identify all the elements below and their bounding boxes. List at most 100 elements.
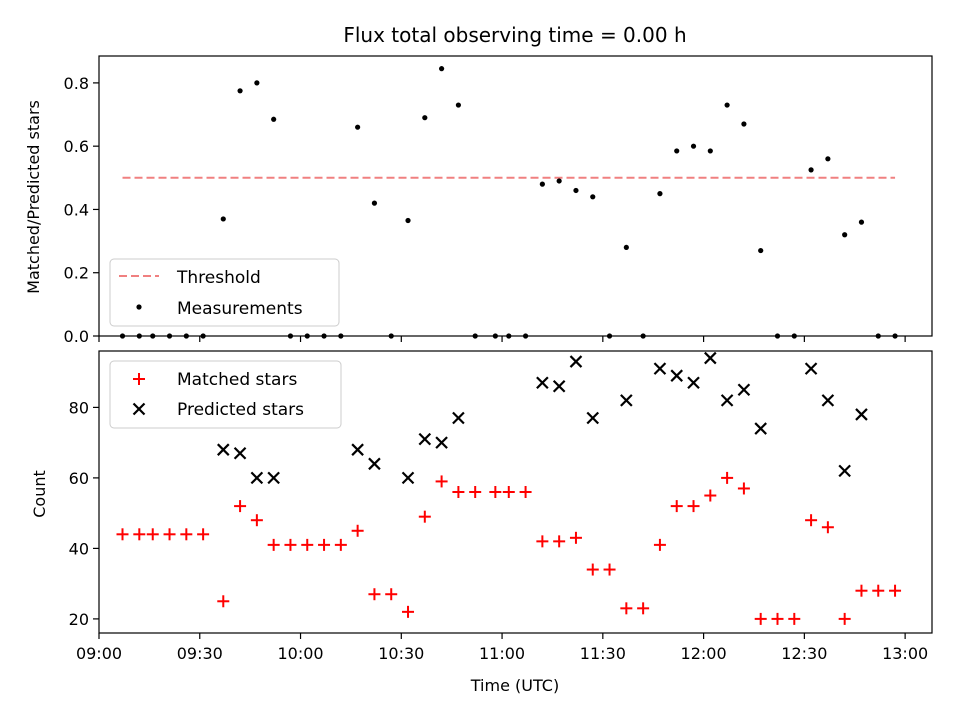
- x-stroke-b: [670, 369, 684, 382]
- x-tick-label: 11:00: [479, 644, 525, 663]
- predicted-stars-point: [754, 422, 767, 435]
- top-panel: 0.0 0.2 0.4 0.6 0.8 Threshold Measurements: [64, 55, 933, 346]
- axes-frame: [98, 55, 933, 337]
- legend-measurements-label: Measurements: [177, 299, 303, 319]
- bottom-panel: 20 40 60 80 09:00 09:30 10:00 10:30 11:00 11:30 12…: [69, 350, 933, 663]
- matched-stars-point: [737, 482, 750, 495]
- top-legend: Threshold Measurements: [109, 258, 340, 327]
- x-stroke-b: [351, 443, 364, 456]
- matched-stars-point: [519, 486, 532, 498]
- x-stroke-b: [855, 408, 868, 421]
- x-stroke-b: [401, 471, 415, 485]
- x-stroke-b: [821, 394, 835, 407]
- matched-stars-point: [489, 486, 502, 498]
- measurement-point: [623, 244, 629, 251]
- matched-stars-point: [318, 538, 331, 551]
- x-tick-label: 12:00: [681, 644, 727, 663]
- x-stroke-b: [217, 443, 230, 456]
- x-tick-label: 13:00: [882, 644, 928, 663]
- predicted-stars-point: [401, 471, 415, 485]
- y-tick-label: 0.4: [64, 200, 89, 219]
- measurement-point: [690, 143, 697, 149]
- predicted-stars-point: [217, 443, 230, 456]
- y-tick-label: 60: [69, 469, 89, 488]
- matched-stars-point: [133, 528, 146, 541]
- matched-stars-point: [284, 538, 297, 551]
- matched-stars-point: [452, 486, 465, 498]
- x-stroke-b: [586, 411, 600, 425]
- matched-stars-point: [351, 524, 364, 537]
- measurement-point: [220, 216, 226, 222]
- matched-stars-point: [754, 612, 767, 625]
- matched-stars-point: [217, 595, 230, 608]
- x-tick-label: 09:30: [177, 644, 223, 663]
- predicted-stars-point: [250, 471, 264, 485]
- matched-stars-point: [670, 500, 683, 513]
- matched-stars-point: [805, 514, 818, 527]
- matched-stars-point: [402, 605, 415, 618]
- measurement-point: [657, 191, 663, 197]
- measurement-point: [724, 102, 730, 108]
- y-tick-label: 0.2: [64, 264, 89, 283]
- legend-measurements-swatch: [136, 304, 142, 310]
- x-stroke-b: [267, 471, 280, 485]
- predicted-stars-point: [720, 394, 734, 407]
- measurement-point: [439, 66, 445, 72]
- matched-stars-point: [872, 584, 885, 597]
- matched-stars-point: [687, 500, 700, 513]
- matched-stars-point: [838, 612, 851, 625]
- bottom-y-axis-label: Count: [30, 470, 49, 518]
- predicted-stars-point: [267, 471, 280, 485]
- predicted-stars-point: [653, 362, 667, 375]
- measurement-point: [674, 148, 680, 154]
- matched-stars-point: [721, 471, 734, 484]
- predicted-stars-point: [536, 376, 549, 390]
- x-stroke-b: [704, 351, 717, 365]
- measurement-point: [237, 88, 243, 94]
- matched-stars-point: [889, 584, 902, 597]
- y-tick-label: 40: [69, 539, 89, 558]
- matched-stars-point: [553, 535, 566, 548]
- matched-stars-point: [569, 531, 582, 544]
- matched-stars-point: [620, 602, 633, 615]
- matched-stars-point: [418, 510, 431, 523]
- legend-matched-swatch: [133, 373, 145, 385]
- measurement-point: [858, 219, 865, 225]
- x-tick-label: 11:30: [580, 644, 626, 663]
- measurement-point: [573, 187, 579, 194]
- x-stroke-b: [552, 379, 566, 393]
- x-tick-label: 09:00: [76, 644, 122, 663]
- x-stroke-b: [620, 394, 633, 407]
- predicted-stars-point: [233, 446, 247, 460]
- x-stroke-b: [250, 471, 264, 485]
- y-tick-label: 0.8: [64, 74, 89, 93]
- legend-matched-label: Matched stars: [177, 370, 297, 390]
- legend-box: [109, 258, 340, 327]
- x-stroke-b: [452, 411, 465, 425]
- matched-stars-point: [197, 528, 210, 541]
- matched-stars-point: [637, 602, 650, 615]
- y-tick-label: 20: [69, 610, 89, 629]
- matched-stars-point: [267, 538, 280, 551]
- predicted-stars-point: [704, 351, 717, 365]
- matched-stars-point: [250, 514, 263, 527]
- legend-predicted-swatch: [132, 402, 146, 416]
- predicted-stars-point: [586, 411, 600, 425]
- x-stroke-b: [536, 376, 549, 390]
- matched-stars-point: [385, 588, 398, 601]
- predicted-stars-point: [552, 379, 566, 393]
- x-stroke-b: [838, 464, 851, 478]
- matched-stars-point: [603, 563, 616, 576]
- measurement-point: [455, 102, 461, 108]
- x-stroke-b: [233, 446, 247, 460]
- matched-stars-point: [788, 612, 801, 625]
- x-stroke-b: [754, 422, 767, 435]
- x-stroke-b: [569, 355, 583, 368]
- bottom-legend: Matched stars Predicted stars: [109, 360, 342, 429]
- matched-stars-point: [469, 486, 482, 498]
- matched-stars-point: [163, 528, 176, 541]
- x-stroke-b: [368, 457, 381, 471]
- measurement-point: [842, 232, 848, 238]
- matched-stars-point: [435, 475, 448, 488]
